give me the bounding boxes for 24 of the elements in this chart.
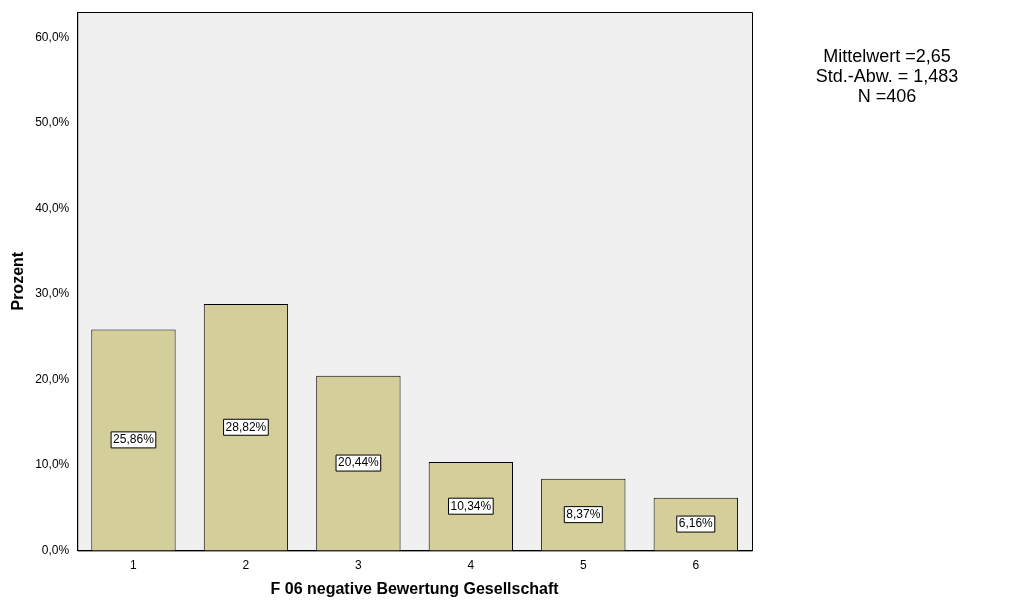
x-tick-label: 4 [467, 557, 475, 572]
x-tick-label: 6 [692, 557, 700, 572]
x-tick-label: 5 [579, 557, 587, 572]
y-tick-label: 10,0% [35, 457, 70, 472]
y-tick-label: 30,0% [35, 286, 70, 301]
text: Std.-Abw. = 1,483 [815, 65, 959, 86]
data-label: 28,82% [225, 419, 267, 434]
data-label: 8,37% [566, 506, 601, 521]
text: Mittelwert =2,65 [823, 45, 951, 66]
x-tick-label: 1 [130, 557, 138, 572]
text: N =406 [857, 85, 917, 106]
data-label: 20,44% [338, 455, 380, 470]
y-tick-label: 50,0% [35, 115, 70, 130]
y-tick-label: 0,0% [41, 542, 70, 557]
y-tick-label: 40,0% [35, 200, 70, 215]
y-tick-label: 20,0% [35, 371, 70, 386]
data-label: 25,86% [113, 432, 155, 447]
data-label: 10,34% [450, 498, 492, 513]
y-axis-title: Prozent [9, 251, 27, 311]
data-label: 6,16% [678, 516, 714, 531]
x-axis-title: F 06 negative Bewertung Gesellschaft [270, 579, 560, 597]
x-tick-label: 2 [242, 557, 250, 572]
y-tick-label: 60,0% [35, 29, 70, 44]
x-tick-label: 3 [355, 557, 363, 572]
